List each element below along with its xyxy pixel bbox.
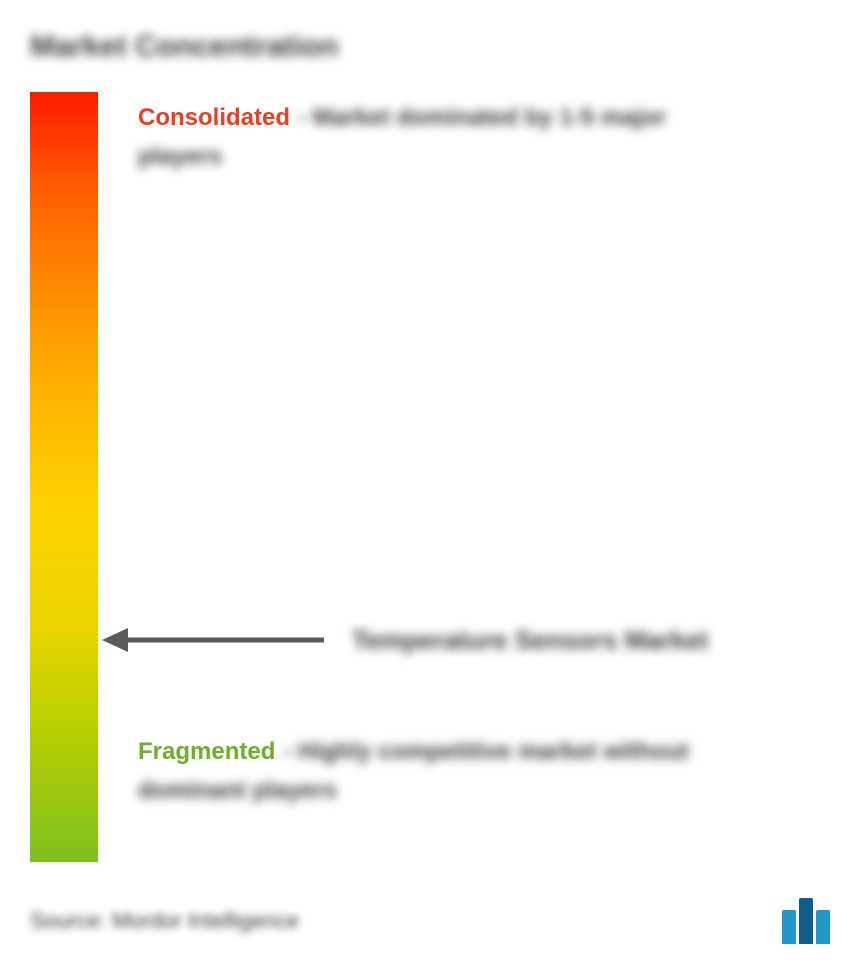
- consolidated-block: Consolidated - Market dominated by 1-5 m…: [138, 98, 830, 171]
- right-column: Consolidated - Market dominated by 1-5 m…: [138, 92, 830, 862]
- main-row: Consolidated - Market dominated by 1-5 m…: [30, 92, 830, 862]
- consolidated-desc-2: players: [138, 143, 830, 171]
- fragmented-desc-2: dominant players: [138, 777, 830, 805]
- arrow-label: Temperature Sensors Market: [352, 625, 708, 656]
- fragmented-desc-1: - Highly competitive market without: [283, 732, 688, 773]
- fragmented-block: Fragmented - Highly competitive market w…: [138, 732, 830, 805]
- fragmented-row: Fragmented - Highly competitive market w…: [138, 732, 830, 773]
- source-text: Source: Mordor Intelligence: [30, 908, 299, 934]
- concentration-gradient-bar: [30, 92, 98, 862]
- fragmented-label: Fragmented: [138, 732, 275, 773]
- page-title: Market Concentration: [30, 30, 830, 64]
- logo-icon: [782, 898, 830, 944]
- arrow-row: Temperature Sensors Market: [98, 622, 708, 658]
- consolidated-row: Consolidated - Market dominated by 1-5 m…: [138, 98, 830, 139]
- logo-bar-2: [799, 898, 813, 944]
- logo-bar-3: [816, 910, 830, 944]
- logo-bar-1: [782, 910, 796, 944]
- consolidated-label: Consolidated: [138, 98, 290, 139]
- arrow-left-icon: [98, 622, 328, 658]
- footer: Source: Mordor Intelligence: [30, 898, 830, 944]
- consolidated-desc-1: - Market dominated by 1-5 major: [298, 98, 666, 139]
